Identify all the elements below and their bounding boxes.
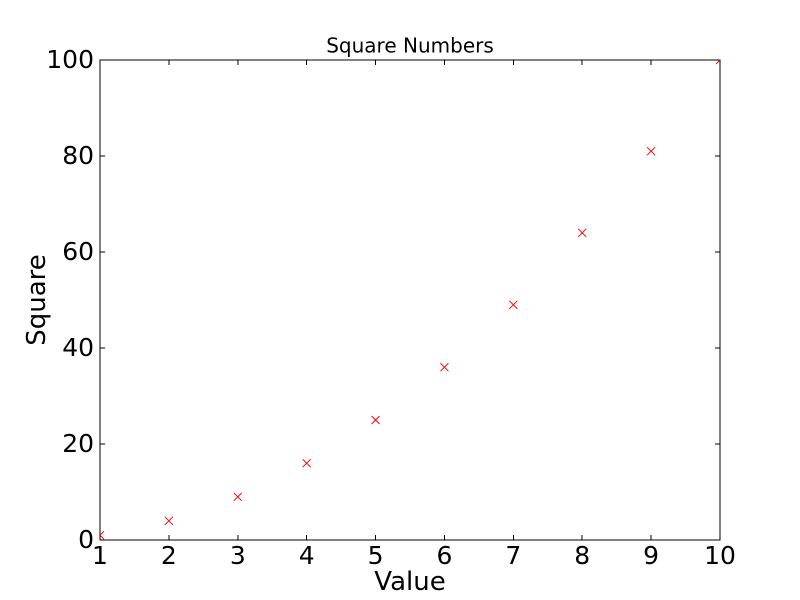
data-point-marker	[646, 146, 656, 156]
y-tick-label: 40	[62, 333, 94, 362]
y-tick-label: 100	[46, 45, 94, 74]
data-point-marker	[164, 516, 174, 526]
x-tick-label: 4	[299, 541, 315, 570]
data-point-marker	[100, 530, 105, 540]
x-tick-label: 8	[574, 541, 590, 570]
data-point-marker	[302, 458, 312, 468]
data-point-marker	[715, 60, 720, 65]
x-tick-label: 2	[161, 541, 177, 570]
data-point-marker	[371, 415, 380, 425]
x-tick-label: 3	[230, 541, 246, 570]
data-point-marker	[440, 362, 449, 372]
x-tick-label: 5	[368, 541, 384, 570]
x-tick-label: 10	[704, 541, 736, 570]
y-tick-label: 20	[62, 429, 94, 458]
x-tick-label: 9	[643, 541, 659, 570]
axes-frame	[99, 59, 721, 541]
x-tick-label: 6	[436, 541, 452, 570]
x-tick-label: 1	[92, 541, 108, 570]
data-point-marker	[508, 300, 518, 310]
y-tick-label: 0	[78, 525, 94, 554]
x-tick-label: 7	[505, 541, 521, 570]
y-tick-label: 60	[62, 237, 94, 266]
y-axis-label: Square	[22, 254, 52, 346]
data-point-marker	[233, 492, 243, 502]
plot-background	[100, 60, 720, 540]
x-axis-label: Value	[374, 567, 445, 597]
data-point-marker	[577, 228, 587, 238]
y-tick-label: 80	[62, 141, 94, 170]
chart-title: Square Numbers	[326, 34, 494, 58]
